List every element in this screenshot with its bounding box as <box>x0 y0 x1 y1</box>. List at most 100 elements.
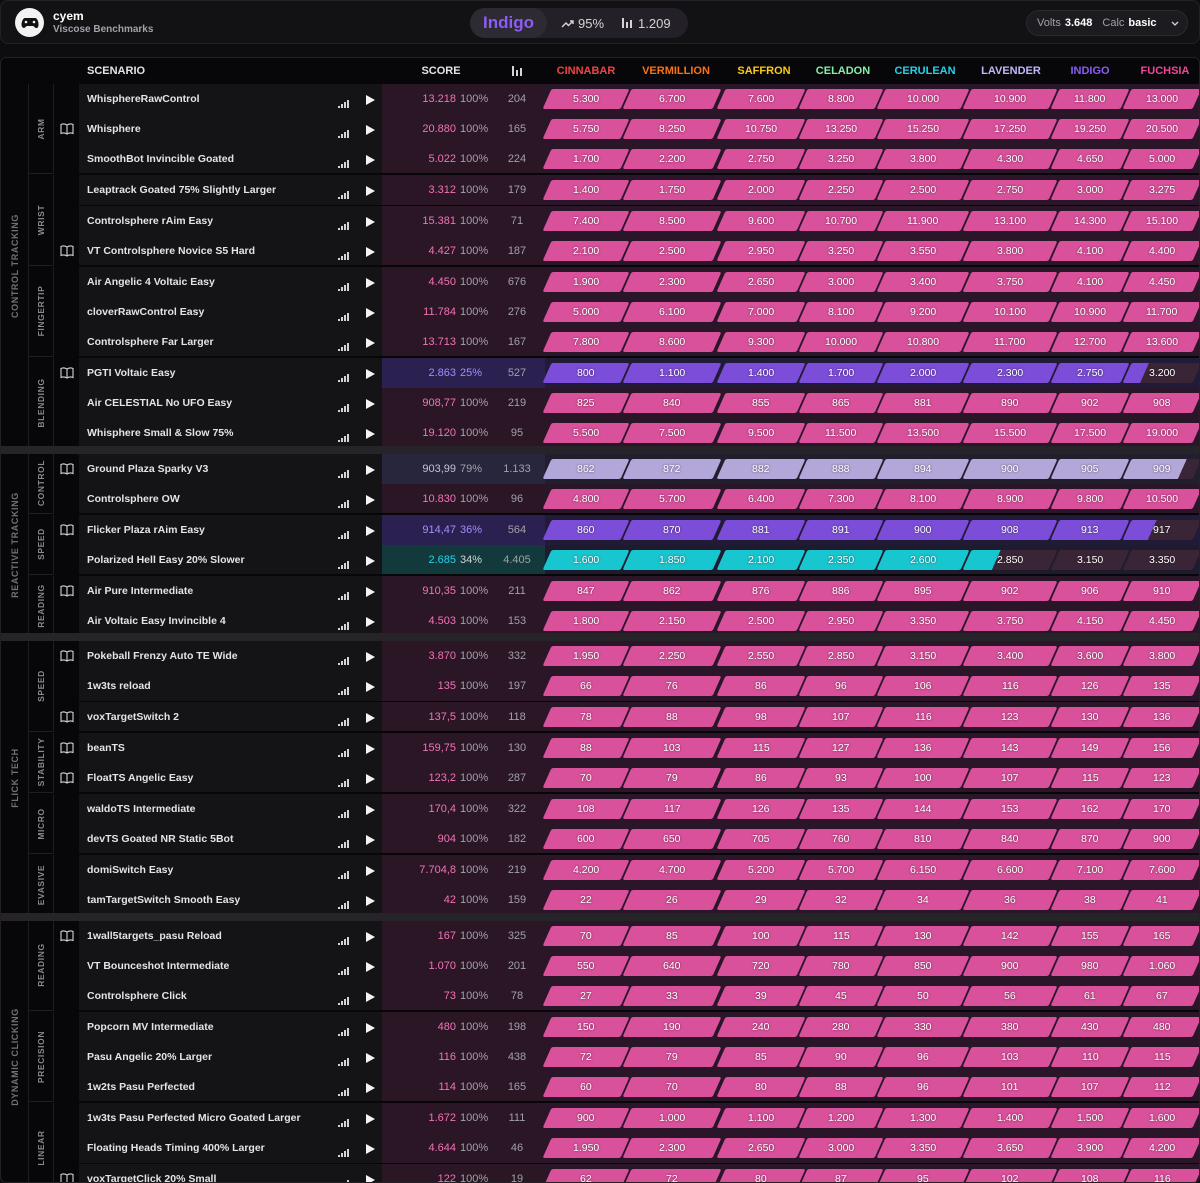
guide-book-icon[interactable] <box>60 1172 74 1182</box>
scenario-name[interactable]: Popcorn MV Intermediate <box>87 1020 214 1033</box>
tier-cell: 70 <box>542 925 630 946</box>
play-icon[interactable] <box>364 215 376 227</box>
play-icon[interactable] <box>364 1051 376 1064</box>
guide-book-icon[interactable] <box>60 122 74 136</box>
guide-book-icon[interactable] <box>60 462 74 476</box>
guide-book-icon[interactable] <box>60 710 74 724</box>
table-row: Pasu Angelic 20% Larger 116 100% 438 72 79 85 9… <box>1 1042 1199 1073</box>
guide-book-icon[interactable] <box>60 649 74 663</box>
scenario-name[interactable]: voxTargetSwitch 2 <box>87 710 179 723</box>
scenario-name[interactable]: domiSwitch Easy <box>87 864 174 877</box>
count-column-header[interactable] <box>495 58 539 84</box>
play-icon[interactable] <box>364 803 376 815</box>
scenario-name[interactable]: WhisphereRawControl <box>87 93 200 105</box>
scenario-name[interactable]: Polarized Hell Easy 20% Slower <box>87 553 245 566</box>
play-icon[interactable] <box>364 833 376 846</box>
scenario-name[interactable]: Controlsphere OW <box>87 492 180 505</box>
scenario-name[interactable]: Controlsphere rAim Easy <box>87 214 214 227</box>
play-icon[interactable] <box>364 864 376 877</box>
play-icon[interactable] <box>364 1081 376 1094</box>
scenario-name[interactable]: Flicker Plaza rAim Easy <box>87 523 205 536</box>
scenario-name[interactable]: waldoTS Intermediate <box>87 802 196 815</box>
guide-book-icon[interactable] <box>60 366 74 380</box>
scenario-name[interactable]: Ground Plaza Sparky V3 <box>87 462 209 475</box>
scenario-count: 204 <box>507 93 527 105</box>
scenario-name[interactable]: PGTI Voltaic Easy <box>87 367 176 380</box>
play-icon[interactable] <box>364 153 376 166</box>
play-icon[interactable] <box>364 1021 376 1033</box>
play-icon[interactable] <box>364 367 376 380</box>
guide-book-icon[interactable] <box>60 771 74 785</box>
play-icon[interactable] <box>364 930 376 942</box>
scenario-name[interactable]: cloverRawControl Easy <box>87 305 205 318</box>
scenario-name[interactable]: tamTargetSwitch Smooth Easy <box>87 894 241 907</box>
play-icon[interactable] <box>364 585 376 598</box>
play-icon[interactable] <box>364 894 376 907</box>
scenario-name[interactable]: 1w3ts Pasu Perfected Micro Goated Larger <box>87 1112 301 1125</box>
play-icon[interactable] <box>364 336 376 349</box>
play-icon[interactable] <box>364 493 376 505</box>
avatar[interactable] <box>15 8 44 37</box>
play-icon[interactable] <box>364 990 376 1002</box>
play-icon[interactable] <box>364 554 376 566</box>
scenario-name[interactable]: SmoothBot Invincible Goated <box>87 153 235 166</box>
calc-selector[interactable]: Volts 3.648 Calc basic <box>1026 10 1188 36</box>
scenario-name[interactable]: Floating Heads Timing 400% Larger <box>87 1142 265 1155</box>
scenario-name[interactable]: 1wall5targets_pasu Reload <box>87 929 222 942</box>
tier-cell: 3.650 <box>962 1138 1058 1159</box>
scenario-name[interactable]: devTS Goated NR Static 5Bot <box>87 833 234 846</box>
scenario-name[interactable]: 1w3ts reload <box>87 680 151 693</box>
scenario-name[interactable]: Leaptrack Goated 75% Slightly Larger <box>87 184 277 197</box>
guide-book-icon[interactable] <box>60 523 74 537</box>
tier-threshold: 1.600 <box>572 553 600 566</box>
scenario-name[interactable]: Controlsphere Far Larger <box>87 336 214 349</box>
play-icon[interactable] <box>364 397 376 410</box>
scenario-name[interactable]: Whisphere Small & Slow 75% <box>87 427 234 440</box>
play-icon[interactable] <box>364 306 376 318</box>
guide-book-icon[interactable] <box>60 929 74 943</box>
tier-threshold: 8.100 <box>909 492 937 505</box>
play-icon[interactable] <box>364 524 376 536</box>
play-icon[interactable] <box>364 93 376 105</box>
play-icon[interactable] <box>364 245 376 257</box>
play-icon[interactable] <box>364 1112 376 1125</box>
scenario-name[interactable]: VT Controlsphere Novice S5 Hard <box>87 244 256 257</box>
scenario-name[interactable]: VT Bounceshot Intermediate <box>87 959 230 972</box>
play-icon[interactable] <box>364 615 376 628</box>
guide-book-icon[interactable] <box>60 244 74 258</box>
play-icon[interactable] <box>364 184 376 197</box>
guide-book-icon[interactable] <box>60 584 74 598</box>
difficulty-bars-icon <box>338 399 350 413</box>
scenario-name[interactable]: 1w2ts Pasu Perfected <box>87 1081 195 1094</box>
scenario-name[interactable]: Air Voltaic Easy Invincible 4 <box>87 615 226 628</box>
scenario-name[interactable]: voxTargetClick 20% Small <box>87 1172 217 1183</box>
play-icon[interactable] <box>364 427 376 440</box>
scenario-name[interactable]: Whisphere <box>87 123 141 136</box>
tier-cell: 102 <box>962 1168 1058 1182</box>
play-icon[interactable] <box>364 742 376 754</box>
play-icon[interactable] <box>364 650 376 663</box>
play-icon[interactable] <box>364 711 376 723</box>
scenario-name[interactable]: FloatTS Angelic Easy <box>87 771 194 784</box>
play-icon[interactable] <box>364 1173 376 1182</box>
scenario-name[interactable]: Air CELESTIAL No UFO Easy <box>87 397 233 410</box>
tier-cell: 108 <box>542 798 630 819</box>
play-icon[interactable] <box>364 276 376 288</box>
scenario-name[interactable]: Pasu Angelic 20% Larger <box>87 1051 213 1064</box>
scenario-name[interactable]: Air Angelic 4 Voltaic Easy <box>87 275 215 288</box>
score-column-header[interactable]: SCORE <box>421 65 461 77</box>
play-icon[interactable] <box>364 960 376 972</box>
tier-threshold: 9.500 <box>747 427 775 440</box>
guide-book-icon[interactable] <box>60 741 74 755</box>
controller-icon <box>21 17 38 28</box>
play-icon[interactable] <box>364 1142 376 1155</box>
scenario-name[interactable]: beanTS <box>87 741 125 754</box>
tier-threshold: 4.700 <box>658 864 686 877</box>
play-icon[interactable] <box>364 772 376 784</box>
play-icon[interactable] <box>364 123 376 136</box>
scenario-name[interactable]: Controlsphere Click <box>87 989 187 1002</box>
play-icon[interactable] <box>364 463 376 475</box>
scenario-name[interactable]: Pokeball Frenzy Auto TE Wide <box>87 650 238 663</box>
scenario-name[interactable]: Air Pure Intermediate <box>87 585 194 598</box>
play-icon[interactable] <box>364 680 376 693</box>
